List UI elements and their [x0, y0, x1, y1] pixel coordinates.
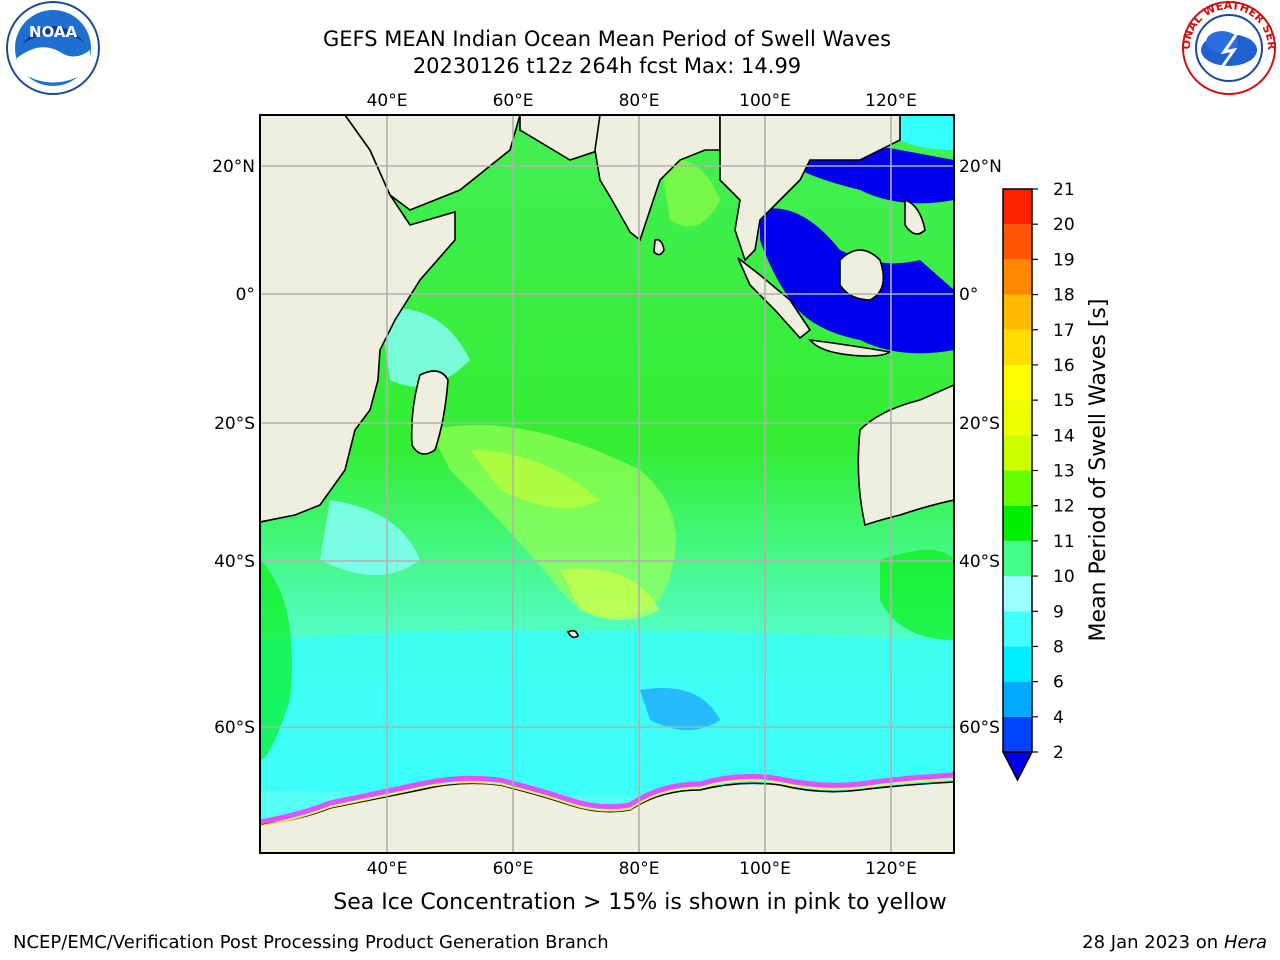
- sea-ice-rim: [260, 772, 954, 825]
- colorbar-segment: [1003, 259, 1032, 295]
- swell-patch-pacific: [900, 115, 954, 150]
- lat-label-20n-right: 20°N: [959, 157, 1002, 177]
- lon-label-60e-bottom: 60°E: [493, 859, 534, 879]
- graticule: [260, 115, 954, 853]
- lat-label-20s-right: 20°S: [959, 414, 1000, 434]
- colorbar-tick-label: 9: [1053, 602, 1064, 622]
- colorbar-tick-label: 19: [1053, 250, 1075, 270]
- map-frame: [259, 114, 955, 854]
- colorbar-segment: [1003, 329, 1032, 365]
- colorbar-underflow: [1001, 751, 1034, 782]
- swell-patch-southern: [260, 630, 954, 795]
- lon-label-60e-top: 60°E: [493, 91, 534, 111]
- noaa-logo-icon: NOAA: [6, 1, 100, 95]
- colorbar-segment: [1003, 505, 1032, 541]
- colorbar-segment: [1003, 364, 1032, 401]
- colorbar-tick-label: 17: [1053, 321, 1075, 341]
- colorbar-segment: [1003, 400, 1032, 436]
- map-area: [260, 115, 954, 853]
- colorbar-tick-label: 12: [1053, 497, 1075, 517]
- nws-logo-icon: NATIONAL WEATHER SERVICE: [0, 0, 1278, 95]
- lat-label-60s-right: 60°S: [959, 718, 1000, 738]
- colorbar-segment: [1003, 540, 1032, 577]
- iran-pakistan: [519, 115, 601, 161]
- colorbar-tick-label: 21: [1053, 180, 1075, 200]
- lat-label-0-left: 0°: [236, 285, 255, 305]
- colorbar-tick-label: 11: [1053, 532, 1075, 552]
- arabia: [344, 115, 521, 211]
- colorbar-segment: [1003, 576, 1032, 612]
- lat-label-60s-left: 60°S: [214, 718, 255, 738]
- swell-patch-longest: [470, 450, 600, 508]
- sri-lanka: [653, 238, 665, 256]
- colorbar-tick-label: 18: [1053, 286, 1075, 306]
- colorbar-segment: [1003, 435, 1032, 471]
- colorbar-tick-label: 4: [1053, 708, 1064, 728]
- madagascar: [410, 370, 449, 455]
- colorbar-tick-label: 6: [1053, 673, 1064, 693]
- lon-label-40e-bottom: 40°E: [367, 859, 408, 879]
- lon-labels-bottom: 40°E 60°E 80°E 100°E 120°E: [367, 859, 917, 879]
- swell-patch-bay: [660, 158, 720, 227]
- lon-label-120e-bottom: 120°E: [865, 859, 917, 879]
- sea-ice-caption: Sea Ice Concentration > 15% is shown in …: [333, 890, 947, 915]
- australia: [857, 384, 954, 527]
- chart-title: GEFS MEAN Indian Ocean Mean Period of Sw…: [322, 27, 892, 51]
- colorbar-segment: [1003, 470, 1032, 506]
- noaa-logo-text: NOAA: [29, 23, 78, 41]
- sea-ice-inner: [260, 778, 954, 827]
- colorbar-segment: [1003, 681, 1032, 717]
- colorbar-tick-label: 2: [1053, 743, 1064, 763]
- footer-credit: NCEP/EMC/Verification Post Processing Pr…: [13, 932, 609, 953]
- lon-label-100e-bottom: 100°E: [739, 859, 791, 879]
- lat-label-20s-left: 20°S: [214, 414, 255, 434]
- colorbar: 2 4 6 8 9 10 11 12 13 14 15 16 17 18 19 20 21: [1001, 180, 1075, 782]
- lon-label-120e-top: 120°E: [865, 91, 917, 111]
- nws-logo-text: NATIONAL WEATHER SERVICE: [0, 0, 1278, 51]
- swell-patch-short-west: [380, 308, 470, 387]
- land: [260, 115, 954, 853]
- java: [808, 338, 893, 357]
- colorbar-tick-label: 16: [1053, 356, 1075, 376]
- colorbar-segment: [1003, 716, 1032, 752]
- colorbar-segment: [1003, 189, 1032, 225]
- footer-date: 28 Jan 2023 on Hera: [1082, 932, 1267, 953]
- colorbar-tick-label: 15: [1053, 391, 1075, 411]
- colorbar-tick-label: 20: [1053, 215, 1075, 235]
- colorbar-tick-label: 10: [1053, 567, 1075, 587]
- lon-label-40e-top: 40°E: [367, 91, 408, 111]
- swell-patch-east: [880, 550, 954, 640]
- lon-label-80e-top: 80°E: [619, 91, 660, 111]
- lon-label-100e-top: 100°E: [739, 91, 791, 111]
- swell-patch-south: [560, 568, 660, 620]
- colorbar-segment: [1003, 646, 1032, 682]
- colorbar-segment: [1003, 611, 1032, 647]
- kerguelen: [566, 629, 579, 639]
- lat-label-0-right: 0°: [959, 285, 978, 305]
- footer-date-text: 28 Jan 2023 on: [1082, 932, 1224, 953]
- lon-label-80e-bottom: 80°E: [619, 859, 660, 879]
- chart-subtitle: 20230126 t12z 264h fcst Max: 14.99: [412, 54, 802, 78]
- colorbar-tick-label: 14: [1053, 426, 1075, 446]
- lat-label-40s-left: 40°S: [214, 552, 255, 572]
- colorbar-segment: [1003, 294, 1032, 330]
- colorbar-tick-label: 13: [1053, 462, 1075, 482]
- colorbar-segment: [1003, 224, 1032, 260]
- lon-labels-top: 40°E 60°E 80°E 100°E 120°E: [367, 91, 917, 111]
- swell-patch-west: [260, 560, 292, 760]
- lat-label-40s-right: 40°S: [959, 552, 1000, 572]
- lat-labels-left: 20°N 0° 20°S 40°S 60°S: [212, 157, 255, 738]
- lat-label-20n-left: 20°N: [212, 157, 255, 177]
- colorbar-tick-label: 8: [1053, 637, 1064, 657]
- borneo: [839, 249, 885, 301]
- philippines: [904, 198, 926, 235]
- colorbar-label: Mean Period of Swell Waves [s]: [1086, 299, 1111, 642]
- footer-machine: Hera: [1223, 932, 1267, 953]
- lat-labels-right: 20°N 0° 20°S 40°S 60°S: [959, 157, 1002, 738]
- swell-patch-shortest: [640, 688, 720, 730]
- swell-patch-short-sw: [320, 500, 420, 575]
